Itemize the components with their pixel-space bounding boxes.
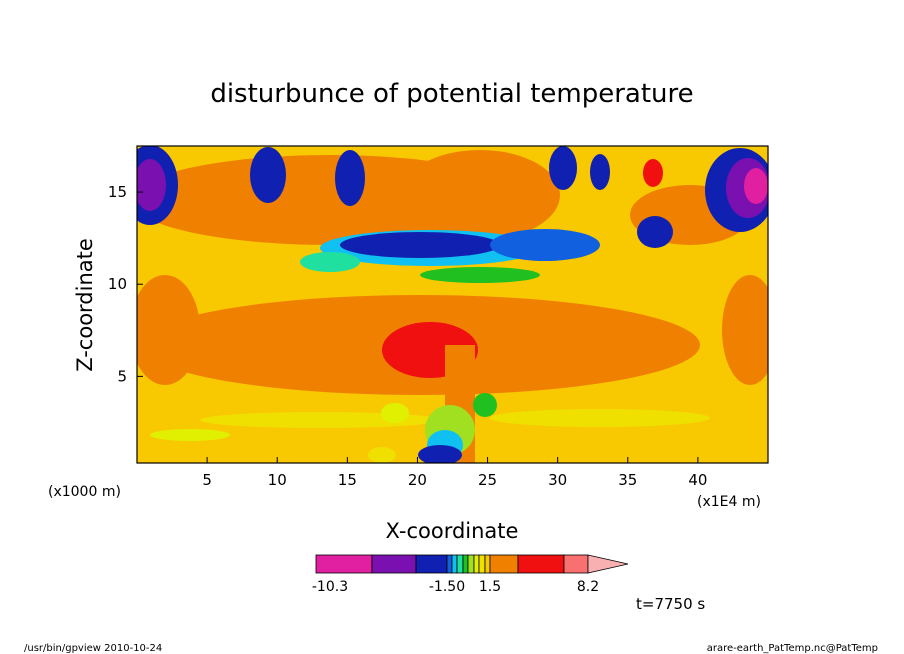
x-tick-label: 20	[408, 471, 427, 489]
colorbar	[315, 554, 629, 574]
field-region	[420, 267, 540, 283]
colorbar-swatch	[371, 554, 417, 574]
field-region	[490, 409, 710, 427]
x-tick-label: 40	[688, 471, 707, 489]
colorbar-swatch	[489, 554, 519, 574]
field-region	[137, 159, 166, 211]
field-region	[473, 393, 497, 417]
field-region	[418, 445, 462, 463]
field-region	[637, 216, 673, 248]
colorbar-swatch	[415, 554, 448, 574]
colorbar-label: 1.5	[479, 579, 501, 595]
chart-title: disturbunce of potential temperature	[210, 79, 693, 109]
field-region	[549, 146, 577, 190]
field-region	[368, 447, 396, 463]
footer-right: arare-earth_PatTemp.nc@PatTemp	[707, 643, 878, 654]
field-region	[490, 229, 600, 261]
x-tick-label: 10	[268, 471, 287, 489]
field-region	[744, 168, 768, 204]
time-label: t=7750 s	[636, 595, 705, 613]
y-axis-label: Z-coordinate	[73, 238, 97, 372]
field-region	[150, 429, 230, 441]
x-axis: 5 10 15 20 25 30 35 40	[137, 457, 768, 489]
x-tick-label: 30	[548, 471, 567, 489]
colorbar-label: -10.3	[312, 579, 348, 595]
x-tick-label: 35	[618, 471, 637, 489]
colorbar-swatch	[563, 554, 589, 574]
colorbar-swatch	[446, 554, 453, 574]
colorbar-swatch	[451, 554, 458, 574]
field-region	[340, 232, 500, 258]
y-axis: 5 10 15	[108, 183, 143, 385]
colorbar-swatch	[473, 554, 480, 574]
x-unit-left: (x1000 m)	[48, 484, 121, 500]
footer-left: /usr/bin/gpview 2010-10-24	[24, 643, 162, 654]
colorbar-swatch	[467, 554, 475, 574]
heatmap-field	[137, 146, 768, 463]
field-region	[590, 154, 610, 190]
y-tick-label: 15	[108, 183, 127, 201]
field-region	[200, 412, 440, 428]
field-region	[137, 275, 200, 385]
colorbar-swatch	[517, 554, 565, 574]
colorbar-swatch	[315, 554, 373, 574]
colorbar-labels: -10.3 -1.50 1.5 8.2	[312, 579, 599, 595]
x-tick-label: 25	[478, 471, 497, 489]
colorbar-label: -1.50	[429, 579, 465, 595]
colorbar-arrow	[587, 554, 629, 574]
field-region	[400, 150, 560, 240]
field-region	[250, 147, 286, 203]
colorbar-swatch	[462, 554, 469, 574]
x-unit-right: (x1E4 m)	[697, 494, 761, 510]
colorbar-swatch	[456, 554, 464, 574]
x-tick-label: 15	[338, 471, 357, 489]
field-region	[643, 159, 663, 187]
colorbar-label: 8.2	[577, 579, 599, 595]
y-tick-label: 10	[108, 275, 127, 293]
field-region	[335, 150, 365, 206]
field-region	[722, 275, 768, 385]
x-tick-label: 5	[202, 471, 212, 489]
x-axis-label: X-coordinate	[386, 519, 519, 543]
field-region	[300, 252, 360, 272]
y-tick-label: 5	[117, 367, 127, 385]
field-region	[381, 403, 409, 423]
colorbar-swatch	[478, 554, 486, 574]
colorbar-swatch	[484, 554, 491, 574]
